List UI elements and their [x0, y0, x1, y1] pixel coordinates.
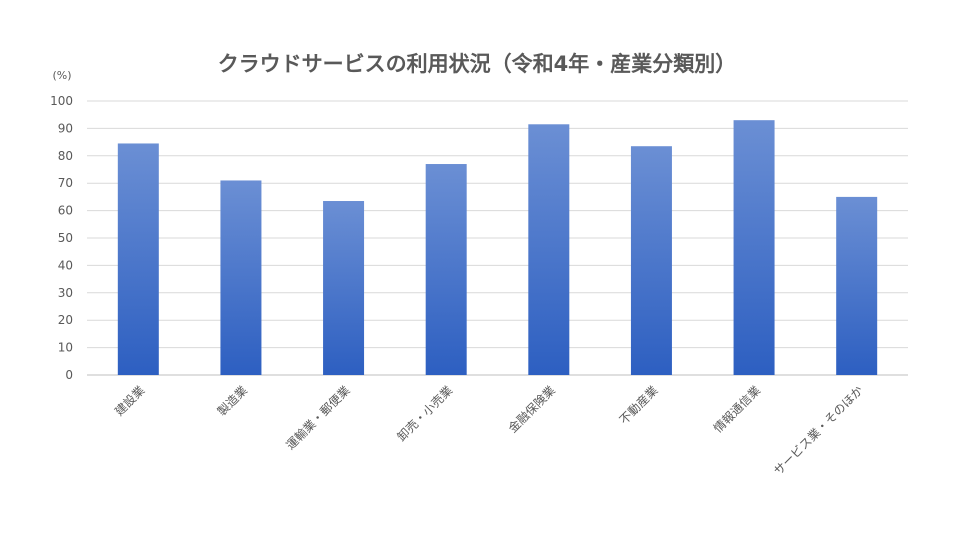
x-tick-label: 運輸業・郵便業 — [283, 383, 353, 453]
bar — [836, 196, 878, 375]
x-tick-label: 製造業 — [215, 383, 250, 418]
bar — [425, 164, 467, 375]
y-tick-label: 80 — [58, 149, 73, 163]
bars — [117, 120, 878, 376]
x-tick-label: 情報通信業 — [711, 383, 763, 435]
bar — [220, 180, 262, 375]
y-tick-label: 90 — [58, 121, 73, 135]
y-tick-label: 30 — [58, 286, 73, 300]
y-axis-ticks: 0 10 20 30 40 50 60 70 80 90 100 — [50, 94, 73, 382]
y-tick-label: 0 — [65, 368, 73, 382]
bar — [117, 143, 159, 375]
y-axis-unit-label: (%) — [52, 69, 71, 82]
gridlines — [87, 100, 908, 376]
bar — [323, 201, 365, 375]
x-tick-label: 卸売・小売業 — [394, 383, 456, 445]
x-axis-ticks: 建設業 製造業 運輸業・郵便業 卸売・小売業 金融保険業 不動産業 情報通信業 サービス業・そ… — [111, 383, 865, 478]
y-tick-label: 70 — [58, 176, 73, 190]
x-tick-label: 金融保険業 — [505, 383, 558, 436]
y-tick-label: 100 — [50, 94, 73, 108]
chart-title: クラウドサービスの利用状況（令和4年・産業分類別） — [218, 52, 737, 76]
bar — [733, 120, 775, 376]
x-tick-label: 建設業 — [111, 383, 147, 419]
x-tick-label: 不動産業 — [616, 383, 661, 428]
bar — [528, 124, 570, 375]
y-tick-label: 50 — [58, 231, 73, 245]
x-tick-label: サービス業・そのほか — [771, 383, 866, 478]
bar — [630, 146, 672, 375]
y-tick-label: 10 — [58, 341, 73, 355]
y-tick-label: 20 — [58, 313, 73, 327]
y-tick-label: 40 — [58, 258, 73, 272]
y-tick-label: 60 — [58, 204, 73, 218]
